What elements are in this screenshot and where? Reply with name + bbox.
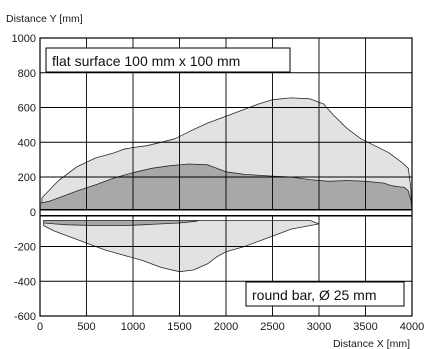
x-tick-label: 0 (37, 321, 43, 333)
x-tick-label: 3500 (353, 321, 377, 333)
area-dark-region-lower (43, 220, 199, 226)
flat-surface-label: flat surface 100 mm x 100 mm (52, 53, 240, 69)
zero-gap (40, 210, 412, 216)
y-tick-label: 800 (18, 68, 36, 80)
grid-lines (40, 38, 412, 316)
y-tick-label: -400 (14, 276, 36, 288)
y-tick-label: 600 (18, 103, 36, 115)
plot-frame (39, 37, 413, 317)
x-tick-label: 1500 (167, 321, 191, 333)
round-bar-box (245, 281, 405, 307)
x-tick-label: 4000 (400, 321, 424, 333)
y-tick-label: 1000 (12, 33, 36, 45)
round-bar-label: round bar, Ø 25 mm (252, 287, 377, 303)
y-tick-label: -600 (14, 311, 36, 323)
x-axis-title: Distance X [mm] (333, 338, 410, 349)
round-bar-annotation: round bar, Ø 25 mm (245, 281, 405, 307)
y-tick-label: -200 (14, 242, 36, 254)
y-tick-labels: 1000 800 600 400 200 0 -200 -400 -600 (12, 33, 36, 323)
y-tick-label: 200 (18, 172, 36, 184)
zero-reference (40, 208, 412, 217)
x-tick-label: 2500 (260, 321, 284, 333)
flat-surface-box (45, 47, 291, 73)
x-tick-label: 3000 (307, 321, 331, 333)
x-tick-labels: 0 500 1000 1500 2000 2500 3000 3500 4000 (37, 321, 424, 333)
y-tick-label: 0 (30, 207, 36, 219)
flat-surface-annotation: flat surface 100 mm x 100 mm (45, 47, 291, 73)
x-tick-label: 2000 (214, 321, 238, 333)
y-axis-title: Distance Y [mm] (6, 13, 83, 25)
y-tick-label: 400 (18, 137, 36, 149)
x-tick-label: 1000 (121, 321, 145, 333)
x-tick-label: 500 (77, 321, 95, 333)
